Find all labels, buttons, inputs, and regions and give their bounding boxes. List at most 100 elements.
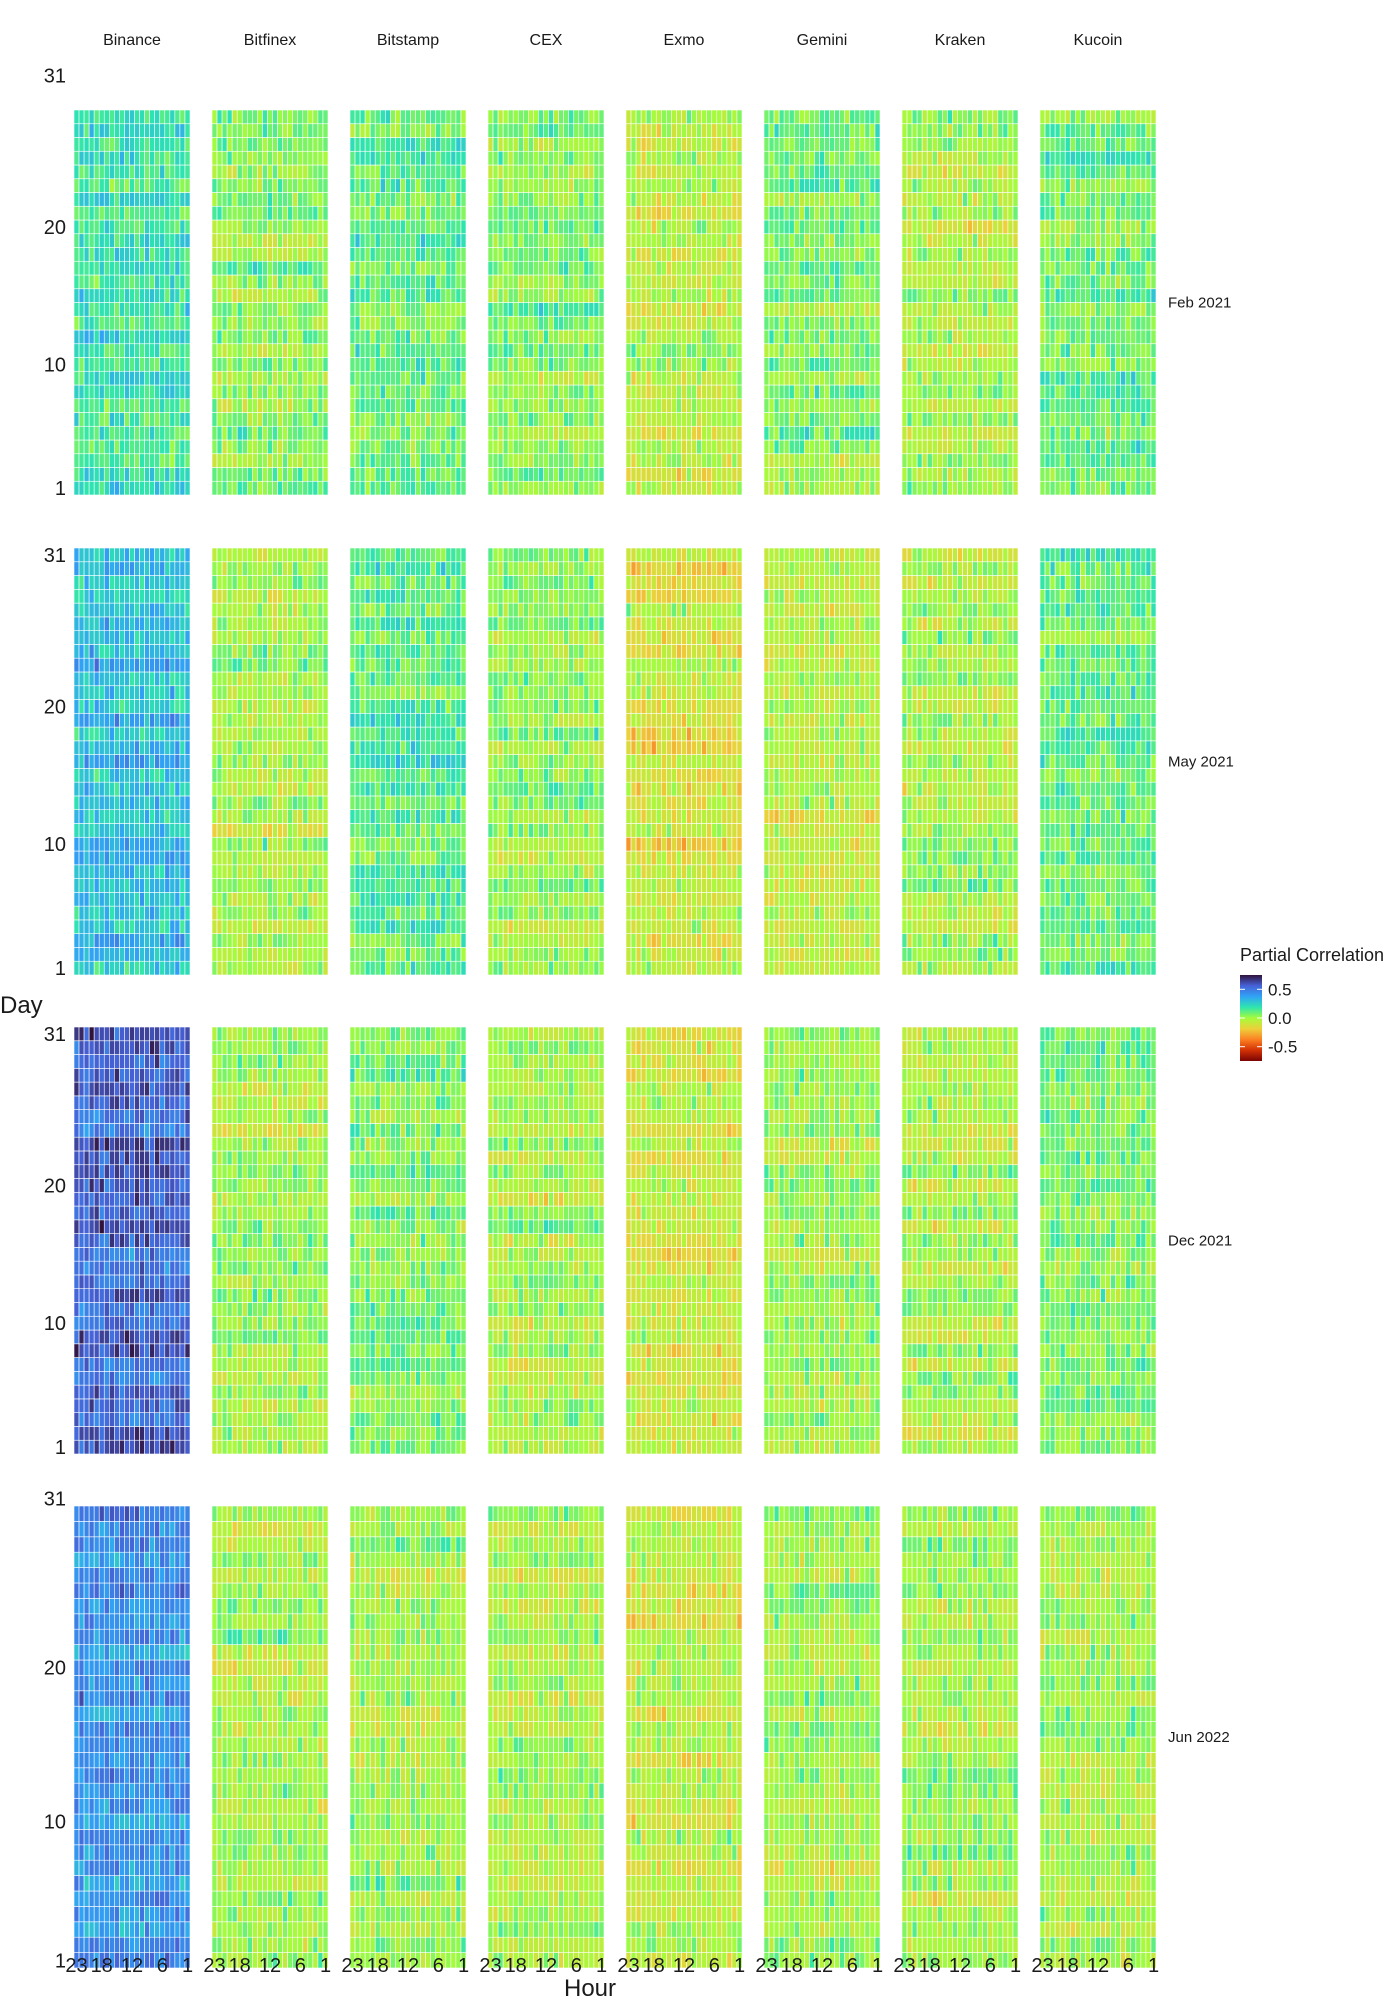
heat-cell [922,344,927,358]
heat-cell [298,344,303,358]
heat-cell [589,468,594,482]
heat-cell [584,440,589,454]
heat-cell [594,165,599,179]
heat-cell [543,234,548,248]
heat-cell [998,193,1003,207]
heat-cell [988,165,993,179]
heat-cell [727,344,732,358]
heat-cell [170,220,175,234]
heat-cell [988,261,993,275]
heat-cell [109,193,114,207]
heat-cell [426,179,431,193]
heat-cell [840,110,845,124]
heat-cell [692,248,697,262]
heat-cell [732,468,737,482]
heat-cell [237,206,242,220]
heat-cell [441,261,446,275]
heat-cell [293,316,298,330]
heat-cell [1040,234,1045,248]
heat-cell [278,385,283,399]
heat-cell [656,303,661,317]
heat-cell [416,289,421,303]
heat-cell [170,248,175,262]
heat-cell [1141,261,1146,275]
heat-cell [267,261,272,275]
heat-cell [227,303,232,317]
heat-cell [385,124,390,138]
heat-cell [799,468,804,482]
heat-cell [769,110,774,124]
heat-cell [298,261,303,275]
heat-cell [323,330,328,344]
heat-cell [692,316,697,330]
heat-cell [278,413,283,427]
heat-cell [252,330,257,344]
heat-cell [681,234,686,248]
heat-cell [1095,481,1100,495]
heat-cell [528,220,533,234]
heat-cell [641,440,646,454]
heat-cell [794,165,799,179]
heat-cell [549,234,554,248]
heat-cell [1151,440,1156,454]
heat-cell [641,371,646,385]
heat-cell [518,468,523,482]
heat-cell [79,110,84,124]
heat-cell [273,220,278,234]
heat-cell [498,440,503,454]
heat-cell [1003,413,1008,427]
heat-cell [493,426,498,440]
heat-cell [804,371,809,385]
heat-cell [809,481,814,495]
heat-cell [461,316,466,330]
heat-cell [1070,454,1075,468]
heat-cell [436,371,441,385]
heat-cell [222,454,227,468]
heat-cell [227,179,232,193]
heat-cell [533,358,538,372]
heat-cell [1060,468,1065,482]
heat-cell [212,248,217,262]
heat-cell [789,165,794,179]
heat-cell [794,275,799,289]
heat-cell [702,358,707,372]
heat-cell [819,426,824,440]
heat-cell [405,151,410,165]
heat-cell [313,151,318,165]
heat-cell [283,248,288,262]
heat-cell [1045,440,1050,454]
heat-cell [599,413,604,427]
heat-cell [232,275,237,289]
heat-cell [518,220,523,234]
heat-cell [922,316,927,330]
heat-cell [942,344,947,358]
heat-cell [528,303,533,317]
heat-cell [784,413,789,427]
heat-cell [973,110,978,124]
heat-cell [94,481,99,495]
heat-cell [74,206,79,220]
heat-cell [488,275,493,289]
heat-cell [1131,316,1136,330]
heat-cell [676,289,681,303]
heat-cell [1080,261,1085,275]
heat-cell [774,344,779,358]
heat-cell [257,220,262,234]
heat-cell [99,289,104,303]
heat-cell [89,248,94,262]
heat-cell [395,151,400,165]
heat-cell [405,358,410,372]
heat-cell [421,371,426,385]
heat-cell [687,399,692,413]
heat-cell [764,468,769,482]
heat-cell [1126,440,1131,454]
heat-cell [503,248,508,262]
heat-cell [651,399,656,413]
heat-cell [533,399,538,413]
heat-cell [973,316,978,330]
heat-cell [661,330,666,344]
heat-cell [671,399,676,413]
heat-cell [119,468,124,482]
heat-cell [313,426,318,440]
heat-cell [1111,358,1116,372]
